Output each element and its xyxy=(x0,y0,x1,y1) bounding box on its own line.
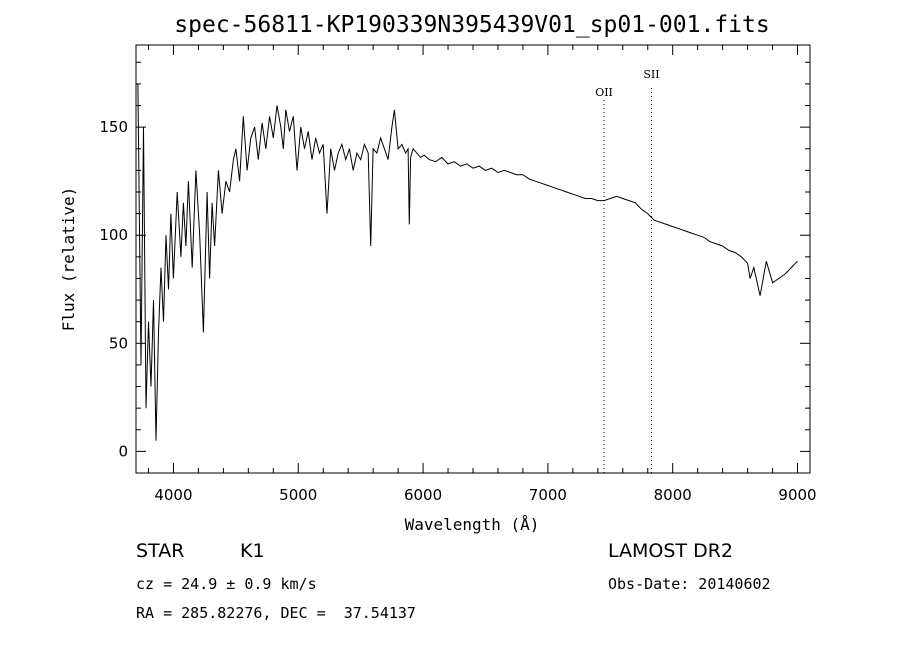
x-tick-label: 5000 xyxy=(279,486,317,504)
annotation-label: SII xyxy=(643,68,659,81)
spectrum-series xyxy=(137,83,798,441)
y-tick-label: 50 xyxy=(109,334,128,352)
x-tick-label: 7000 xyxy=(529,486,567,504)
y-tick-label: 150 xyxy=(99,118,128,136)
survey-name: LAMOST DR2 xyxy=(608,540,733,562)
observation-date: Obs-Date: 20140602 xyxy=(608,575,771,593)
spectrum-line xyxy=(137,83,798,441)
object-subclass: K1 xyxy=(240,540,265,562)
y-axis-label: Flux (relative) xyxy=(59,187,78,332)
x-axis-ticks: 4000 5000 6000 7000 8000 9000 xyxy=(147,45,817,504)
y-tick-label: 100 xyxy=(99,226,128,244)
sky-coordinates: RA = 285.82276, DEC = 37.54137 xyxy=(136,604,416,622)
x-tick-label: 8000 xyxy=(654,486,692,504)
plot-frame xyxy=(135,44,811,474)
x-tick-label: 6000 xyxy=(404,486,442,504)
annotation-label: OII xyxy=(595,86,613,99)
object-class: STAR xyxy=(136,540,185,562)
line-annotations: OII SII xyxy=(595,68,660,473)
x-tick-label: 9000 xyxy=(778,486,816,504)
y-tick-label: 0 xyxy=(118,442,128,460)
x-tick-label: 4000 xyxy=(154,486,192,504)
x-axis-label: Wavelength (Å) xyxy=(405,515,540,534)
redshift-velocity: cz = 24.9 ± 0.9 km/s xyxy=(136,575,317,593)
y-axis-ticks: 0 50 100 150 xyxy=(99,61,810,474)
chart-title: spec-56811-KP190339N395439V01_sp01-001.f… xyxy=(174,12,769,38)
